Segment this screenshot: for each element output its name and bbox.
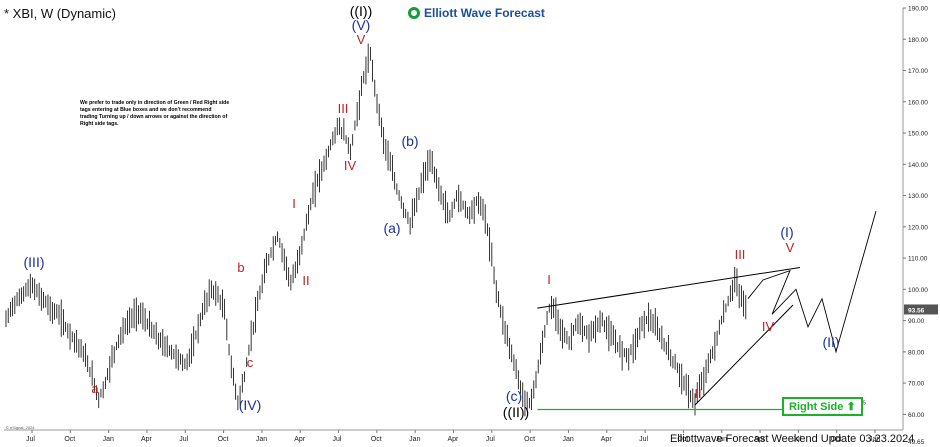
wave-label: (IV) — [239, 397, 262, 413]
x-tick-label: Apr — [294, 436, 306, 443]
y-tick-label: 100.00 — [908, 287, 928, 294]
wave-label: II — [302, 273, 309, 288]
wave-label: (II) — [822, 334, 839, 350]
wave-label: III — [735, 247, 746, 262]
footer-text: Elliottwave Forecast Weekend Update 03.2… — [670, 433, 915, 445]
x-tick-label: Jan — [409, 436, 420, 443]
y-tick-label: 90.00 — [908, 318, 925, 325]
wave-label: V — [786, 240, 795, 255]
x-tick-label: Apr — [754, 436, 766, 443]
wave-label: I — [292, 196, 296, 211]
wave-label: ((II)) — [503, 404, 529, 420]
wave-label: (I) — [780, 224, 793, 240]
x-tick-label: Apr — [601, 436, 613, 443]
x-tick-label: Oct — [677, 436, 688, 443]
wave-label: IV — [344, 158, 357, 173]
up-arrow-icon: ⬆ — [846, 401, 856, 413]
x-tick-label: Apr — [141, 436, 153, 443]
wave-label: (b) — [401, 133, 418, 149]
x-tick-label: Oct — [218, 436, 229, 443]
x-tick-label: Jul — [639, 436, 648, 443]
bottom-price-label: 49.65 — [908, 439, 925, 446]
right-side-label: Right Side — [789, 401, 844, 413]
x-tick-label: Jan — [869, 436, 880, 443]
trading-note: We prefer to trade only in direction of … — [80, 100, 230, 127]
wave-label: (c) — [506, 388, 522, 404]
x-tick-label: Jan — [256, 436, 267, 443]
y-tick-label: 60.00 — [908, 412, 925, 419]
wave-label: a — [91, 381, 99, 396]
lower-trendline — [694, 304, 794, 406]
wave-label: (III) — [24, 254, 45, 270]
copyright: © eSignal, 2024 — [6, 425, 35, 430]
x-tick-label: Oct — [524, 436, 535, 443]
y-axis: 60.00 70.00 80.00 90.00 100.00 110.00 120.00 13… — [902, 6, 938, 446]
x-tick-label: Oct — [831, 436, 842, 443]
y-tick-label: 140.00 — [908, 162, 928, 169]
wave-label: IV — [762, 319, 775, 334]
upper-trendline — [537, 266, 801, 309]
wave-label: b — [237, 260, 244, 275]
x-tick-label: Jul — [26, 436, 35, 443]
y-tick-label: 120.00 — [908, 224, 928, 231]
chart-title: * XBI, W (Dynamic) — [4, 6, 116, 21]
x-tick-label: Jan — [716, 436, 727, 443]
x-tick-label: Oct — [64, 436, 75, 443]
last-price-label: 93.56 — [908, 307, 925, 314]
y-tick-label: 170.00 — [908, 68, 928, 75]
wave-label: III — [338, 101, 349, 116]
brand-logo: Elliott Wave Forecast — [408, 6, 545, 20]
x-tick-label: Jan — [562, 436, 573, 443]
x-tick-label: Jan — [103, 436, 114, 443]
x-tick-label: Jul — [792, 436, 801, 443]
ewf-logo-icon — [408, 7, 420, 19]
y-tick-label: 110.00 — [908, 256, 928, 263]
wave-labels: ((I))(V)VIIIIV(III)abc(IV)III(b)(a)(c)((… — [24, 3, 840, 420]
x-tick-label: Oct — [371, 436, 382, 443]
wave-label: V — [357, 32, 366, 47]
wave-label: II — [694, 386, 701, 401]
wave-label: ((I)) — [350, 3, 373, 19]
y-tick-label: 190.00 — [908, 6, 928, 13]
y-tick-label: 180.00 — [908, 37, 928, 44]
projection-line — [747, 211, 877, 354]
y-tick-label: 150.00 — [908, 131, 928, 138]
y-tick-label: 160.00 — [908, 99, 928, 106]
wave-label: I — [547, 272, 551, 287]
x-tick-label: Jul — [179, 436, 188, 443]
x-tick-label: Jul — [486, 436, 495, 443]
wave-label: c — [247, 355, 254, 370]
last-price-tag — [904, 304, 938, 315]
wave-label: (V) — [352, 17, 371, 33]
x-tick-label: Apr — [448, 436, 460, 443]
projection-path — [747, 211, 877, 354]
right-side-badge: Right Side ⬆ — [782, 397, 863, 416]
price-bars — [5, 43, 747, 417]
x-tick-label: Jul — [333, 436, 342, 443]
y-tick-label: 80.00 — [908, 349, 925, 356]
wave-label: (a) — [383, 220, 400, 236]
y-tick-label: 70.00 — [908, 381, 925, 388]
y-tick-label: 130.00 — [908, 193, 928, 200]
logo-text: Elliott Wave Forecast — [424, 6, 545, 20]
x-axis: Jul Oct Jan Apr Jul Oct Jan Apr Jul Oct Jan Apr Jul O… — [4, 429, 903, 443]
